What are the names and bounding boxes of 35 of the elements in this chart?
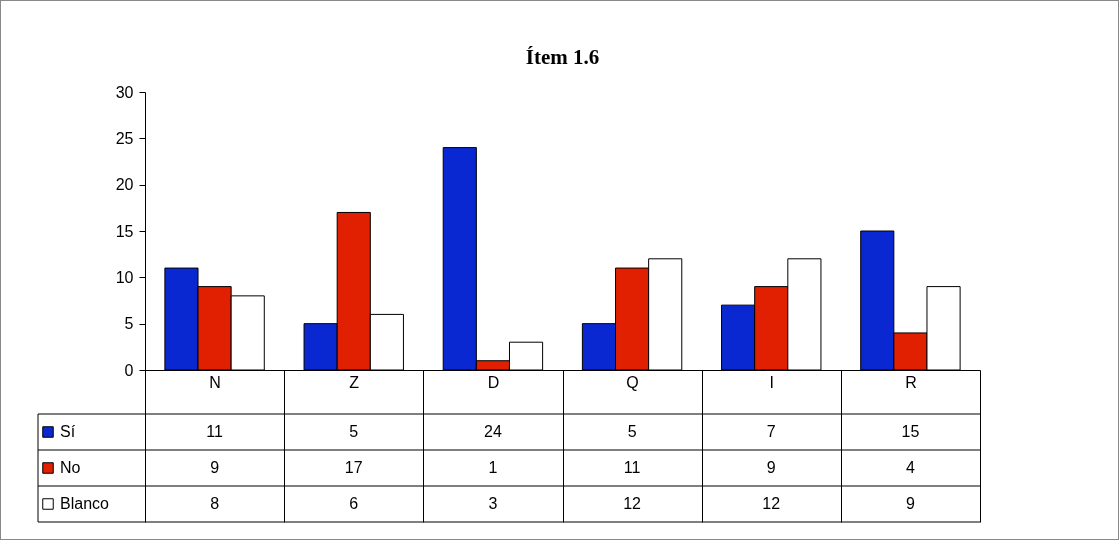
data-label: 6 <box>349 495 359 512</box>
data-label: 5 <box>349 423 359 440</box>
data-label: 5 <box>627 423 637 440</box>
data-label: 9 <box>766 459 776 476</box>
y-tick-label: 5 <box>124 315 134 333</box>
data-label: 1 <box>488 459 498 476</box>
data-label: 7 <box>766 423 776 440</box>
y-tick-label: 10 <box>115 268 134 286</box>
data-label: 11 <box>623 459 641 476</box>
data-label: 3 <box>488 495 498 512</box>
data-label: 8 <box>210 495 220 512</box>
data-label: 12 <box>623 495 642 512</box>
data-label: 12 <box>762 495 781 512</box>
x-tick-label: N <box>209 373 221 391</box>
x-tick-label: D <box>487 373 500 391</box>
legend-label: Blanco <box>60 495 110 512</box>
y-tick-label: 20 <box>115 176 134 194</box>
legend-label: No <box>60 459 81 476</box>
y-tick-label: 15 <box>115 222 134 240</box>
x-tick-label: Z <box>349 373 360 391</box>
chart-title: Ítem 1.6 <box>525 45 600 69</box>
data-label: 9 <box>210 459 220 476</box>
data-label: 11 <box>206 423 223 440</box>
x-tick-label: R <box>905 373 917 391</box>
data-label: 4 <box>905 459 915 476</box>
y-tick-label: 0 <box>124 361 134 379</box>
x-tick-label: I <box>769 373 774 391</box>
data-label: 24 <box>484 423 502 440</box>
data-label: 15 <box>901 423 920 440</box>
data-label: 9 <box>905 495 915 512</box>
y-tick-label: 30 <box>115 83 134 101</box>
x-tick-label: Q <box>626 373 639 391</box>
data-label: 17 <box>344 459 363 476</box>
legend-label: Sí <box>60 423 76 440</box>
y-tick-label: 25 <box>115 129 134 147</box>
